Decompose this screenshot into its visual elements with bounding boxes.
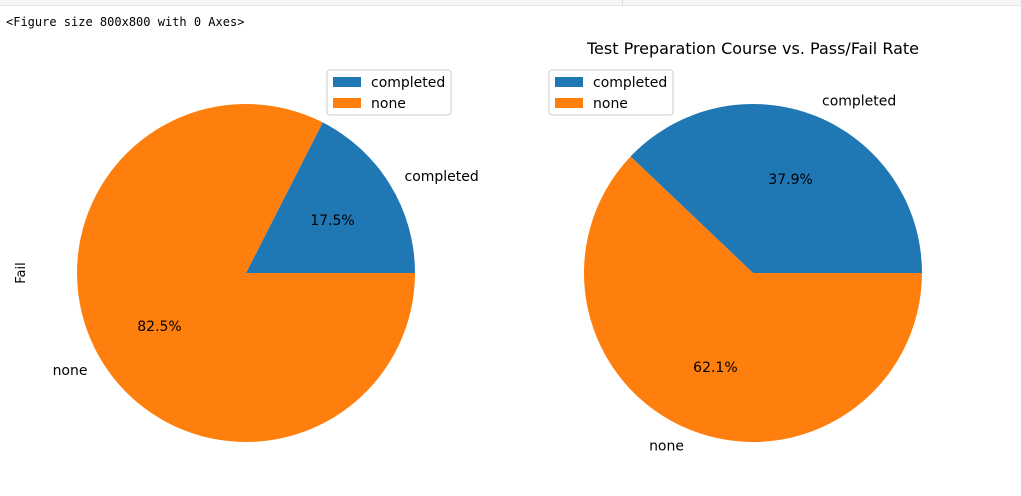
top-bar-divider xyxy=(622,0,623,6)
legend-entry: completed xyxy=(593,75,667,91)
slice-percent-label: 62.1% xyxy=(693,360,737,376)
legend: completed none xyxy=(548,69,674,116)
slice-percent-label: 82.5% xyxy=(137,319,181,335)
pie-slice-completed xyxy=(246,122,415,273)
slice-category-label: completed xyxy=(405,169,479,185)
legend-swatch xyxy=(333,77,361,87)
slice-percent-label: 37.9% xyxy=(768,172,812,188)
slice-category-label: completed xyxy=(822,93,896,109)
legend-swatch xyxy=(555,77,583,87)
legend-entry: none xyxy=(593,96,628,112)
y-axis-label: Fail xyxy=(14,262,29,283)
pie-chart-left: completed 17.5% none 82.5% Fail completed none xyxy=(14,69,479,443)
pie-slice-none xyxy=(583,156,922,442)
slice-category-label: none xyxy=(53,363,88,379)
slice-category-label: none xyxy=(649,439,684,455)
pie-slice-completed xyxy=(630,103,922,273)
legend-swatch xyxy=(333,98,361,108)
notebook-top-bar xyxy=(0,0,1021,6)
legend-entry: completed xyxy=(371,75,445,91)
pie-slice-none xyxy=(77,104,415,443)
legend: completed none xyxy=(326,69,452,116)
cell-output-text: <Figure size 800x800 with 0 Axes> xyxy=(6,15,245,29)
legend-entry: none xyxy=(371,96,406,112)
pie-chart-right: completed 37.9% none 62.1% Test Preparation … xyxy=(548,39,922,455)
legend-swatch xyxy=(555,98,583,108)
slice-percent-label: 17.5% xyxy=(310,213,354,229)
chart-title: Test Preparation Course vs. Pass/Fail Ra… xyxy=(586,39,919,58)
